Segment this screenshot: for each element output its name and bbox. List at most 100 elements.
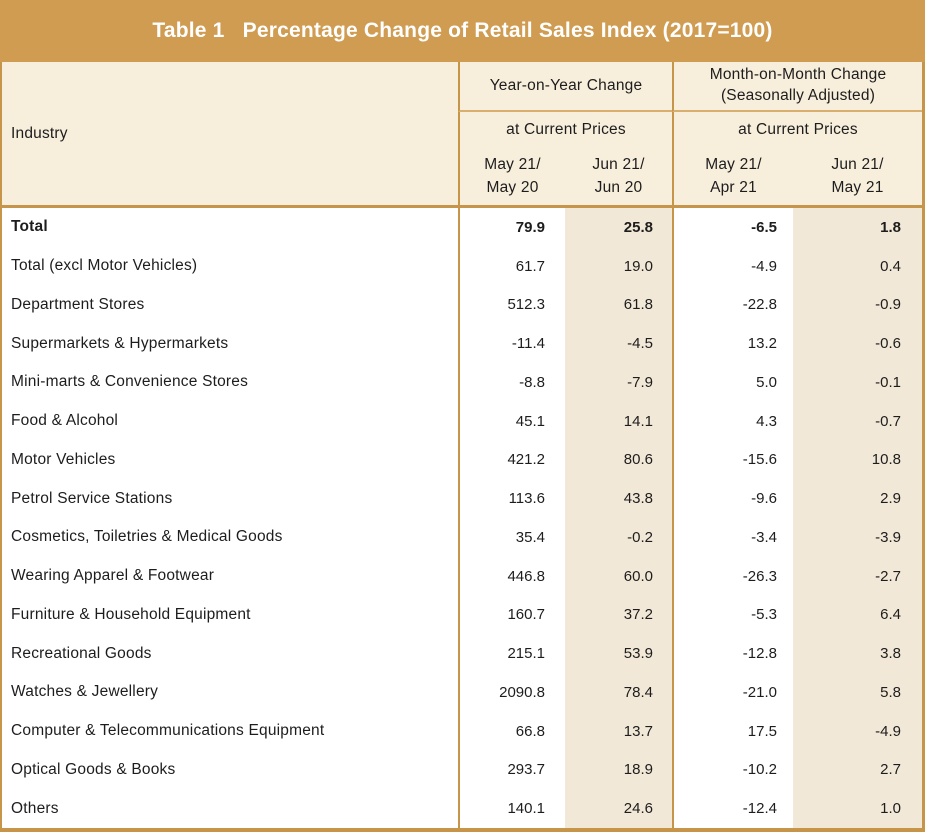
period-line1: Jun 21/ xyxy=(592,155,645,173)
value-yoy-may21-may20: 61.7 xyxy=(458,246,565,286)
row-industry-label: Department Stores xyxy=(11,295,145,313)
value-yoy-jun21-jun20: 53.9 xyxy=(565,634,672,673)
table-row: Mini-marts & Convenience Stores -8.8 -7.9 5… xyxy=(2,363,922,402)
value-mom-may21-apr21: 17.5 xyxy=(672,711,793,751)
column-header-industry: Industry xyxy=(11,124,68,142)
value-mom-may21-apr21: 13.2 xyxy=(672,324,793,363)
table-row: Others 140.1 24.6 -12.4 1.0 xyxy=(2,789,922,828)
row-industry-label: Furniture & Household Equipment xyxy=(11,605,251,623)
row-industry-label: Total (excl Motor Vehicles) xyxy=(11,257,198,275)
period-line1: Jun 21/ xyxy=(831,155,884,173)
period-line2: May 20 xyxy=(486,179,539,196)
value-yoy-may21-may20: 113.6 xyxy=(458,479,565,518)
value-yoy-jun21-jun20: 13.7 xyxy=(565,711,672,751)
value-yoy-jun21-jun20: 14.1 xyxy=(565,401,672,441)
value-mom-jun21-may21: -0.1 xyxy=(793,363,922,402)
value-mom-may21-apr21: -9.6 xyxy=(672,479,793,518)
row-industry-label: Cosmetics, Toiletries & Medical Goods xyxy=(11,528,283,546)
value-mom-may21-apr21: -5.3 xyxy=(672,595,793,635)
value-mom-may21-apr21: 4.3 xyxy=(672,401,793,441)
value-yoy-jun21-jun20: 78.4 xyxy=(565,673,672,712)
row-industry-label: Watches & Jewellery xyxy=(11,683,159,701)
column-header-jun21-jun20: Jun 21/ Jun 20 xyxy=(565,147,672,205)
value-yoy-jun21-jun20: 19.0 xyxy=(565,246,672,286)
column-header-jun21-may21: Jun 21/ May 21 xyxy=(793,147,922,205)
value-mom-may21-apr21: -12.4 xyxy=(672,789,793,828)
table-row: Food & Alcohol 45.1 14.1 4.3 -0.7 xyxy=(2,401,922,441)
value-mom-jun21-may21: 5.8 xyxy=(793,673,922,712)
value-mom-may21-apr21: -26.3 xyxy=(672,556,793,596)
table-row: Petrol Service Stations 113.6 43.8 -9.6 2.9 xyxy=(2,479,922,518)
mom-at-current-prices-label: at Current Prices xyxy=(672,112,922,147)
value-mom-may21-apr21: -12.8 xyxy=(672,634,793,673)
row-industry-label: Food & Alcohol xyxy=(11,412,119,430)
value-mom-may21-apr21: -3.4 xyxy=(672,518,793,557)
value-mom-may21-apr21: -21.0 xyxy=(672,673,793,712)
table-row: Total 79.9 25.8 -6.5 1.8 xyxy=(2,208,922,247)
value-mom-may21-apr21: 5.0 xyxy=(672,363,793,402)
table-row: Computer & Telecommunications Equipment 6… xyxy=(2,711,922,751)
value-yoy-may21-may20: 66.8 xyxy=(458,711,565,751)
value-mom-jun21-may21: -0.6 xyxy=(793,324,922,363)
year-on-year-change-label: Year-on-Year Change xyxy=(489,77,643,94)
value-yoy-jun21-jun20: -0.2 xyxy=(565,518,672,557)
table-row: Department Stores 512.3 61.8 -22.8 -0.9 xyxy=(2,285,922,325)
value-mom-jun21-may21: 0.4 xyxy=(793,246,922,286)
value-yoy-may21-may20: -11.4 xyxy=(458,324,565,363)
row-industry-label: Petrol Service Stations xyxy=(11,489,173,507)
value-mom-may21-apr21: -4.9 xyxy=(672,246,793,286)
month-on-month-change-label-line1: Month-on-Month Change xyxy=(709,66,887,84)
month-on-month-change-label-line2: (Seasonally Adjusted) xyxy=(720,87,876,104)
value-mom-jun21-may21: 10.8 xyxy=(793,440,922,480)
row-industry-label: Optical Goods & Books xyxy=(11,760,176,778)
row-industry-label: Mini-marts & Convenience Stores xyxy=(11,373,249,391)
column-header-may21-may20: May 21/ May 20 xyxy=(458,147,565,205)
row-industry-label: Others xyxy=(11,799,59,817)
row-industry-label: Recreational Goods xyxy=(11,644,152,662)
table-row: Furniture & Household Equipment 160.7 37.2… xyxy=(2,595,922,635)
table-row: Supermarkets & Hypermarkets -11.4 -4.5 13.2… xyxy=(2,324,922,363)
value-yoy-may21-may20: 293.7 xyxy=(458,750,565,790)
value-yoy-may21-may20: 421.2 xyxy=(458,440,565,480)
value-mom-jun21-may21: 2.7 xyxy=(793,750,922,790)
value-mom-jun21-may21: -4.9 xyxy=(793,711,922,751)
table-title: Table 1 Percentage Change of Retail Sale… xyxy=(0,0,925,62)
value-mom-may21-apr21: -22.8 xyxy=(672,285,793,325)
value-yoy-jun21-jun20: 37.2 xyxy=(565,595,672,635)
value-yoy-jun21-jun20: -7.9 xyxy=(565,363,672,402)
row-industry-label: Motor Vehicles xyxy=(11,450,116,468)
column-header-may21-apr21: May 21/ Apr 21 xyxy=(672,147,793,205)
yoy-at-current-prices-label: at Current Prices xyxy=(458,112,672,147)
table-row: Motor Vehicles 421.2 80.6 -15.6 10.8 xyxy=(2,440,922,480)
row-industry-label: Computer & Telecommunications Equipment xyxy=(11,722,325,740)
value-mom-may21-apr21: -6.5 xyxy=(672,208,793,247)
period-line1: May 21/ xyxy=(484,155,541,173)
value-yoy-may21-may20: 160.7 xyxy=(458,595,565,635)
value-yoy-jun21-jun20: 43.8 xyxy=(565,479,672,518)
row-industry-label: Total xyxy=(11,218,48,236)
value-yoy-may21-may20: 215.1 xyxy=(458,634,565,673)
table-body: Total 79.9 25.8 -6.5 1.8 Total (excl Motor Ve… xyxy=(2,208,922,828)
table-row: Recreational Goods 215.1 53.9 -12.8 3.8 xyxy=(2,634,922,673)
value-mom-jun21-may21: 1.0 xyxy=(793,789,922,828)
value-mom-jun21-may21: -0.9 xyxy=(793,285,922,325)
value-yoy-jun21-jun20: 24.6 xyxy=(565,789,672,828)
value-mom-jun21-may21: 1.8 xyxy=(793,208,922,247)
period-line2: May 21 xyxy=(831,179,884,196)
table-row: Cosmetics, Toiletries & Medical Goods 35.… xyxy=(2,518,922,557)
value-mom-jun21-may21: 2.9 xyxy=(793,479,922,518)
value-yoy-may21-may20: 446.8 xyxy=(458,556,565,596)
value-yoy-may21-may20: 35.4 xyxy=(458,518,565,557)
value-yoy-may21-may20: -8.8 xyxy=(458,363,565,402)
value-mom-may21-apr21: -15.6 xyxy=(672,440,793,480)
table-header: Industry Year-on-Year Change Month-on-Mo… xyxy=(2,62,922,208)
table-row: Total (excl Motor Vehicles) 61.7 19.0 -4.9 0… xyxy=(2,246,922,286)
value-yoy-jun21-jun20: -4.5 xyxy=(565,324,672,363)
period-line2: Jun 20 xyxy=(594,179,643,196)
value-yoy-jun21-jun20: 80.6 xyxy=(565,440,672,480)
value-mom-jun21-may21: 6.4 xyxy=(793,595,922,635)
column-group-month-on-month-change: Month-on-Month Change (Seasonally Adjust… xyxy=(672,62,922,112)
row-industry-label: Wearing Apparel & Footwear xyxy=(11,567,215,585)
period-line2: Apr 21 xyxy=(710,179,757,196)
